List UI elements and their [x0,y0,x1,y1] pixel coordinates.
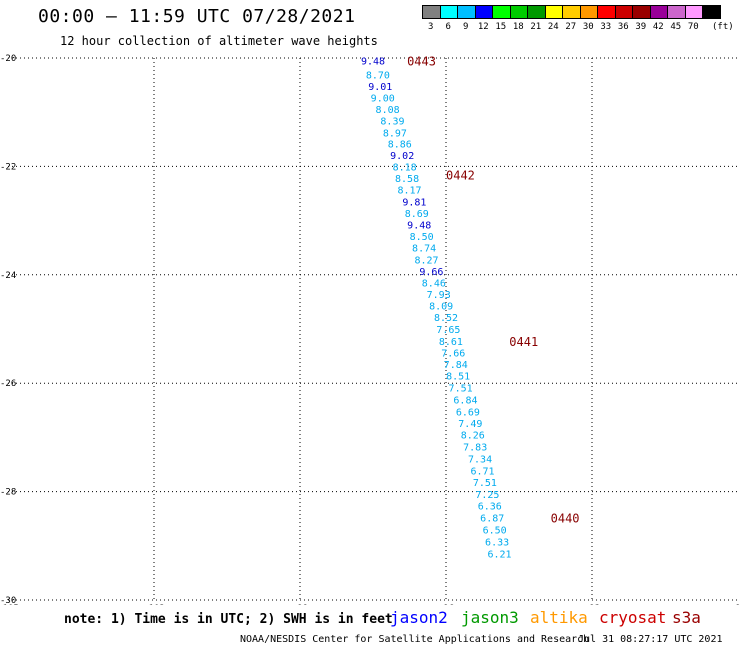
page-title: 00:00 – 11:59 UTC 07/28/2021 [38,6,356,27]
legend-swatch [702,5,721,19]
wave-height-label: 8.61 [439,337,463,348]
legend-unit: (ft) [712,22,734,32]
wave-height-label: 8.09 [429,302,453,313]
y-tick-label: -28 [0,488,16,498]
time-annotation: 0443 [407,55,436,69]
page-subtitle: 12 hour collection of altimeter wave hei… [60,34,378,48]
wave-height-label: 6.87 [480,514,504,525]
legend-label: 24 [547,22,559,32]
legend-label: 70 [687,22,699,32]
legend-label: 15 [495,22,507,32]
legend-label: 3 [428,22,434,32]
legend-label: 33 [600,22,612,32]
mission-jason3: jason3 [461,608,519,627]
wave-height-label: 9.66 [419,267,443,278]
legend-label: 12 [477,22,489,32]
wave-height-label: 6.36 [478,502,502,513]
wave-height-label: 7.93 [427,290,451,301]
wave-height-label: 6.21 [487,549,511,560]
wave-height-label: 9.01 [368,82,392,93]
time-annotation: 0442 [446,169,475,183]
wave-height-label: 9.02 [390,151,414,162]
wave-height-label: 7.51 [473,478,497,489]
time-annotation: 0441 [509,335,538,349]
wave-height-label: 8.86 [388,140,412,151]
legend-label: 42 [652,22,664,32]
wave-height-label: 8.27 [414,256,438,267]
wave-height-label: 9.00 [371,94,395,105]
mission-jason2: jason2 [390,608,448,627]
wave-height-label: 8.50 [410,232,434,243]
wave-height-label: 8.39 [380,116,404,127]
wave-height-label: 6.50 [483,526,507,537]
wave-height-label: 8.52 [434,313,458,324]
wave-height-chart: -105 -102 -99 -96 -93 -90 -20 -22 -24 -26 -28 -30 9.… [0,54,740,605]
wave-height-label: 7.25 [475,490,499,501]
wave-height-label: 8.18 [393,162,417,173]
x-tick-label: -102 [143,604,165,605]
footer-timestamp: Jul 31 08:27:17 UTC 2021 [578,634,723,645]
y-tick-label: -20 [0,54,16,64]
legend-label: 6 [445,22,451,32]
wave-height-label: 8.51 [446,372,470,383]
wave-height-label: 8.08 [376,105,400,116]
wave-height-label: 8.97 [383,128,407,139]
wave-height-label: 8.46 [422,278,446,289]
mission-s3a: s3a [672,608,701,627]
legend-label: 18 [512,22,524,32]
legend-label: 27 [565,22,577,32]
x-tick-label: -93 [584,604,600,605]
mission-cryosat: cryosat [599,608,667,627]
wave-height-label: 9.81 [402,198,426,209]
wave-height-label: 7.51 [449,384,473,395]
y-tick-label: -30 [0,596,16,605]
x-tick-label: -99 [292,604,308,605]
wave-height-label: 7.84 [444,360,468,371]
legend-label: 39 [635,22,647,32]
y-tick-label: -24 [0,271,16,281]
x-tick-label: -90 [730,604,740,605]
wave-height-label: 8.70 [366,70,390,81]
legend-label: 21 [530,22,542,32]
wave-height-label: 6.69 [456,407,480,418]
time-annotation: 0440 [551,512,580,526]
wave-height-label: 7.49 [458,419,482,430]
wave-height-label: 8.69 [405,209,429,220]
wave-height-label: 7.66 [441,348,465,359]
wave-height-label: 9.48 [407,220,431,231]
wave-height-label: 7.83 [463,443,487,454]
y-tick-label: -22 [0,162,16,172]
wave-height-label: 6.71 [470,466,494,477]
wave-height-label: 8.74 [412,244,436,255]
wave-height-label: 6.84 [453,395,477,406]
wave-height-label: 9.48 [361,57,385,68]
wave-height-label: 8.58 [395,174,419,185]
mission-altika: altika [530,608,588,627]
legend-label: 36 [617,22,629,32]
wave-height-label: 8.17 [397,186,421,197]
wave-height-label: 6.33 [485,537,509,548]
footer-note: note: 1) Time is in UTC; 2) SWH is in fe… [64,612,393,627]
x-tick-label: -96 [438,604,454,605]
x-tick-label: -105 [0,604,19,605]
y-tick-label: -26 [0,379,16,389]
wave-height-label: 8.26 [461,431,485,442]
legend-label: 30 [582,22,594,32]
wave-height-label: 7.34 [468,455,492,466]
legend-label: 45 [670,22,682,32]
footer-credit: NOAA/NESDIS Center for Satellite Applica… [240,634,590,645]
legend-label: 9 [463,22,469,32]
wave-height-label: 7.65 [436,325,460,336]
